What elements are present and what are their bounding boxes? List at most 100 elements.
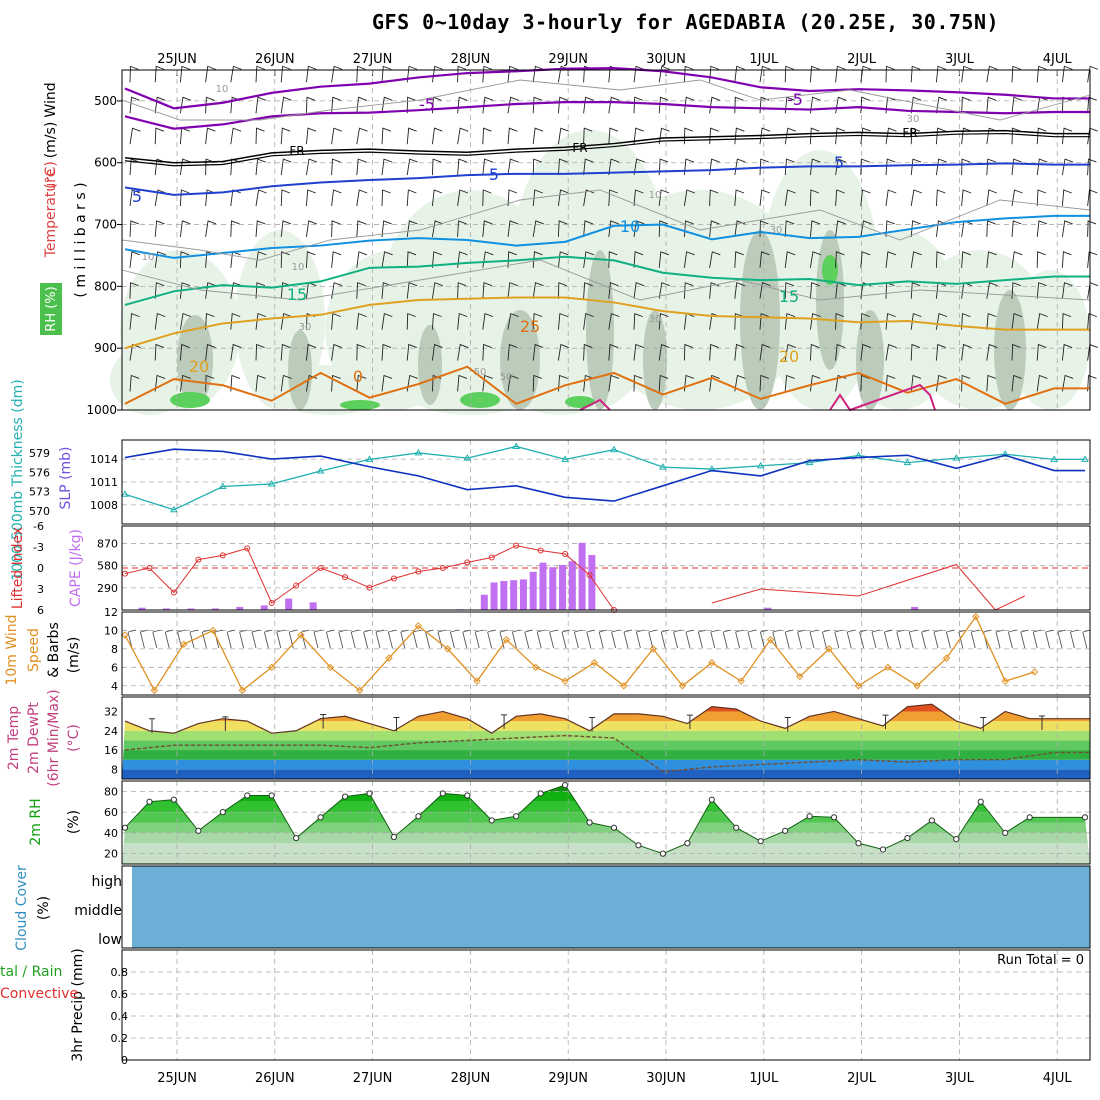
wind-speed-marker <box>737 677 745 685</box>
date-label-bottom: 4JUL <box>1043 1071 1073 1086</box>
cape-bar <box>519 579 527 610</box>
wind-barb <box>205 65 216 83</box>
wind-barb <box>809 282 820 299</box>
wind-barb <box>255 374 266 392</box>
wind-barb <box>179 374 191 392</box>
lifted-index-marker <box>268 600 275 606</box>
wind-barb <box>910 96 922 114</box>
wind-barb <box>406 251 417 268</box>
cape-bar <box>568 561 576 610</box>
wind-barb <box>910 251 922 268</box>
wind-barb <box>583 343 593 361</box>
wind-barb <box>557 343 570 361</box>
wind-barb <box>331 96 341 114</box>
wind-barb <box>935 189 946 207</box>
surface-wind-barb <box>648 629 657 649</box>
cloud-level-high: high <box>91 874 122 890</box>
wind-barb <box>482 282 493 299</box>
temp-tick-label: 16 <box>104 744 118 757</box>
wind-speed-marker <box>1030 668 1039 676</box>
wind-barb <box>860 374 870 392</box>
wind-barb <box>759 313 770 330</box>
thickness-marker <box>659 463 667 470</box>
wind-barb <box>583 282 593 299</box>
run-total: Run Total = 0 <box>997 953 1084 968</box>
date-label-bottom: 27JUN <box>353 1071 393 1086</box>
ylabel-lifted-index: Lifted Index <box>10 527 26 609</box>
date-label-bottom: 1JUL <box>749 1071 779 1086</box>
surface-wind-barb <box>239 629 248 649</box>
cloud-level-low: low <box>98 932 122 948</box>
lifted-index-marker <box>513 542 520 549</box>
wind-barb <box>381 282 392 299</box>
wind-barb <box>683 127 693 145</box>
temperature-contour-3 <box>124 162 1090 196</box>
wind-barb <box>986 96 997 114</box>
lifted-index-marker <box>146 565 153 571</box>
rh-marker <box>1081 814 1089 821</box>
wind-barb <box>860 189 871 207</box>
temp-minmax-bar <box>501 714 508 729</box>
rh-blob-green <box>565 396 595 408</box>
temperature-contour-6 <box>124 296 1090 350</box>
wind-barb <box>835 251 845 268</box>
contour-label: 20 <box>189 357 209 376</box>
temperature-line <box>124 703 1090 734</box>
rh-marker <box>439 790 446 797</box>
cape-bar <box>578 542 586 610</box>
rh-band <box>122 832 1090 844</box>
wind-speed-marker <box>179 640 188 648</box>
wind-barb <box>885 127 897 145</box>
wind-barb <box>532 65 544 83</box>
rh-tick-label: 80 <box>104 785 118 798</box>
wind-barb <box>608 313 620 330</box>
wind-barb <box>381 313 393 330</box>
thickness-marker <box>121 490 129 497</box>
legend-total-rain: tal / Rain <box>0 964 62 980</box>
wind-speed-marker <box>561 677 569 685</box>
cape-bar <box>549 567 557 610</box>
wind-barb <box>482 220 493 237</box>
wind-barb <box>154 189 167 207</box>
ylabel-temp-1: 2m DewPt <box>26 702 42 774</box>
cape-bar <box>500 580 508 610</box>
contour-label: 5 <box>489 165 499 184</box>
surface-wind-barb <box>387 629 397 649</box>
rh-marker <box>488 817 495 824</box>
wind-barb <box>935 127 946 145</box>
chart-title: GFS 0~10day 3-hourly for AGEDABIA (20.25… <box>372 10 1000 34</box>
wind-barb <box>230 374 241 392</box>
wind-barb <box>205 127 216 145</box>
wind-barb <box>1061 220 1073 237</box>
wind-speed-marker <box>385 654 393 662</box>
wind-barb <box>608 220 619 237</box>
rh-band <box>122 812 1090 823</box>
contour-label: 10 <box>292 262 305 273</box>
wind-barb <box>910 282 921 299</box>
surface-wind-barb <box>846 629 856 649</box>
wind-barb <box>356 374 367 392</box>
wind-barb <box>532 96 543 114</box>
wind-barb <box>457 189 469 207</box>
wind-barb <box>784 158 795 176</box>
rh-tick-label: 60 <box>104 806 118 819</box>
wind-barb <box>356 313 367 330</box>
wind-speed-marker <box>532 663 540 672</box>
wind-barb <box>658 374 669 392</box>
wind-tick-label: 10 <box>104 624 118 637</box>
wind-barb <box>683 282 694 299</box>
wind-barb <box>759 343 771 361</box>
wind-barb <box>986 313 997 330</box>
ylabel-rh2m: 2m RH <box>28 798 44 845</box>
rh-marker <box>195 827 202 834</box>
wind-barb <box>935 96 948 114</box>
wind-barb <box>885 158 896 176</box>
thickness-marker <box>1081 455 1089 462</box>
wind-barb <box>557 313 569 330</box>
wind-barb <box>935 343 946 361</box>
date-label-top: 3JUL <box>945 52 975 67</box>
temp-minmax-bar <box>980 717 987 732</box>
wind-barb <box>255 158 266 176</box>
wind-barb <box>305 251 316 268</box>
rh-isoline <box>121 189 1091 261</box>
